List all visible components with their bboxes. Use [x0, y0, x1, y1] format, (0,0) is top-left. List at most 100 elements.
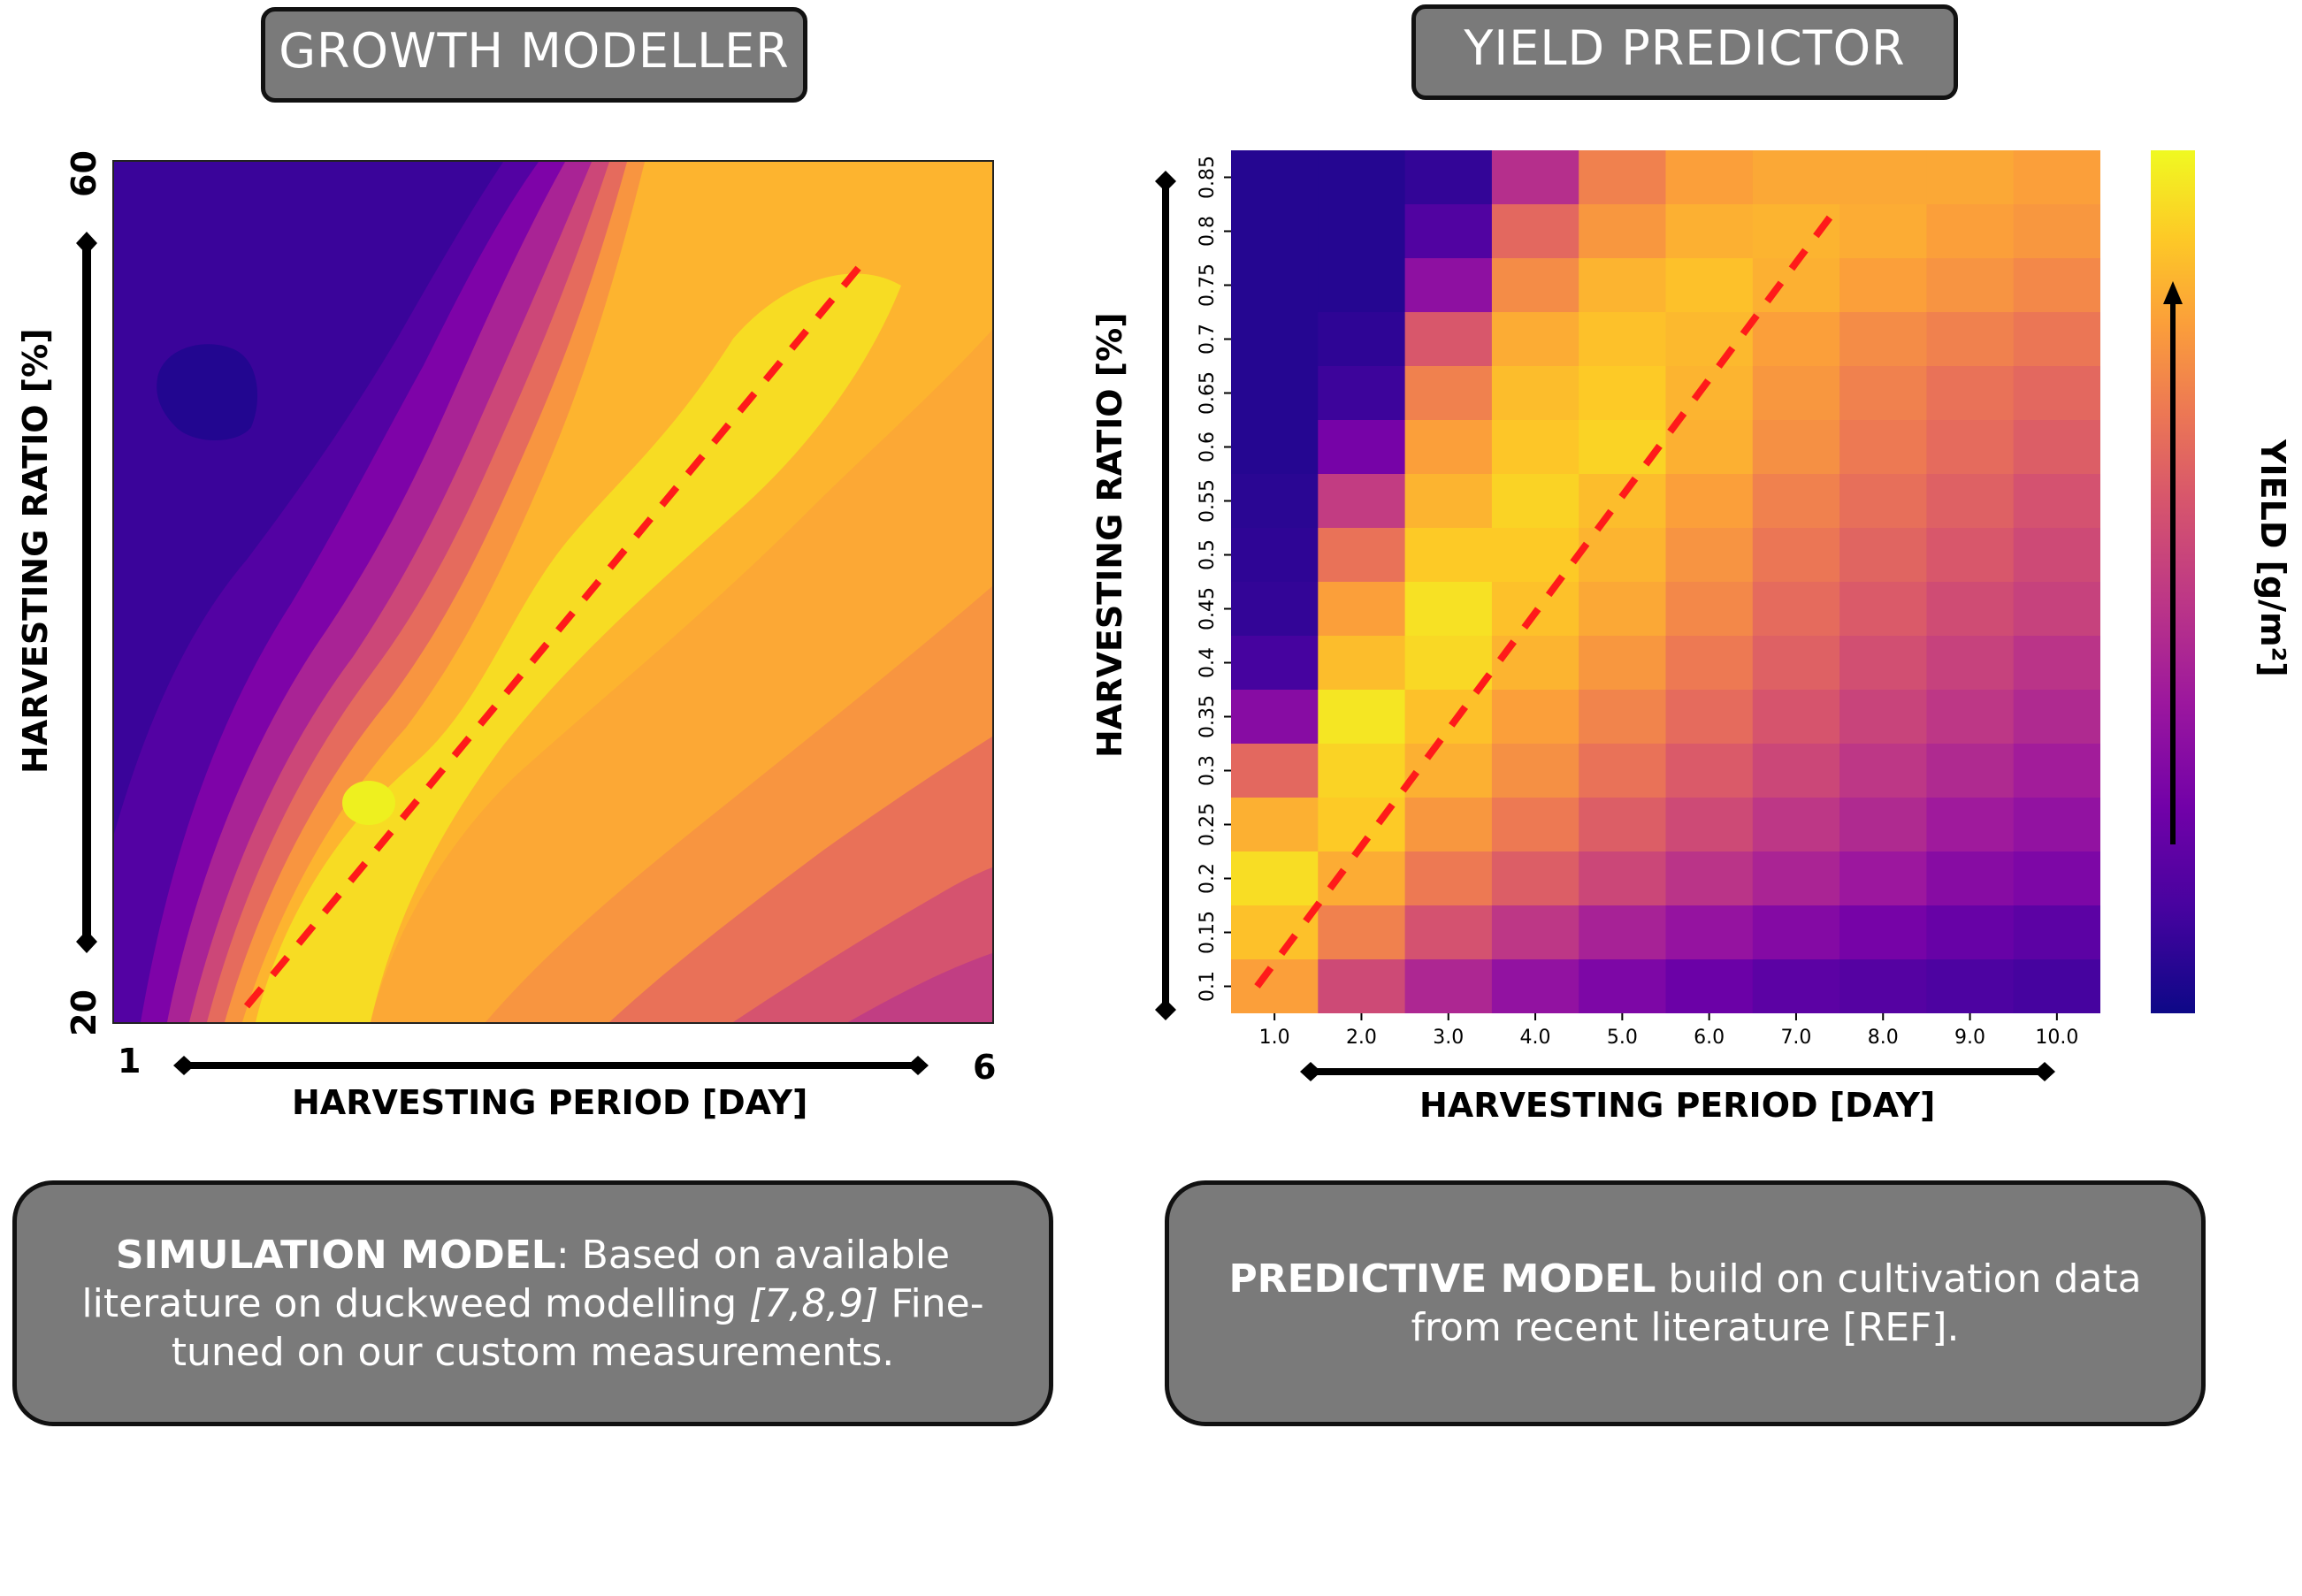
heatmap-cell	[1491, 366, 1579, 421]
heatmap-cell	[1926, 582, 2015, 637]
heatmap-cell	[1839, 690, 1927, 745]
heatmap-cell	[1491, 636, 1579, 691]
heatmap-cell	[1752, 150, 1840, 205]
x-tick-label: 9.0	[1954, 1027, 1985, 1049]
heatmap-cell	[1491, 474, 1579, 529]
heatmap-cell	[1665, 959, 1754, 1013]
heatmap-cell	[1318, 366, 1406, 421]
heatmap-cell	[2013, 420, 2100, 475]
growth-modeller-title-text: GROWTH MODELLER	[279, 23, 790, 79]
heatmap-cell	[1926, 474, 2015, 529]
heatmap-cell	[1665, 851, 1754, 906]
heatmap-cell	[1318, 636, 1406, 691]
heatmap-cell	[1579, 312, 1667, 367]
x-tick-label: 3.0	[1433, 1027, 1464, 1049]
heatmap-cell	[1318, 312, 1406, 367]
heatmap-cell	[1491, 798, 1579, 852]
heatmap-cell	[2013, 150, 2100, 205]
yield-heatmap	[1231, 150, 2100, 1013]
y-tick-label: 0.55	[1197, 479, 1219, 523]
heatmap-cell	[1404, 798, 1493, 852]
growth-contour-plot	[114, 162, 992, 1022]
heatmap-cell	[1231, 312, 1319, 367]
heatmap-cell	[1318, 150, 1406, 205]
y-tick-label: 0.7	[1197, 324, 1219, 355]
heatmap-cell	[1231, 366, 1319, 421]
heatmap-cell	[1404, 528, 1493, 583]
heatmap-cell	[1839, 474, 1927, 529]
heatmap-cell	[1752, 744, 1840, 798]
heatmap-cell	[1926, 150, 2015, 205]
simulation-model-text: SIMULATION MODEL: Based on available lit…	[52, 1231, 1013, 1377]
heatmap-cell	[1404, 366, 1493, 421]
y-tick-label: 0.15	[1197, 911, 1219, 954]
heatmap-cell	[1839, 582, 1927, 637]
heatmap-cell	[1665, 798, 1754, 852]
simulation-model-desc-2: Fine-tuned on our custom measurements.	[171, 1280, 984, 1375]
heatmap-cell	[1839, 905, 1927, 960]
heatmap-cell	[1404, 420, 1493, 475]
yield-y-ticks: 0.85 0.8 0.75 0.7 0.65 0.6 0.55 0.5 0.45 0.4 0.35 0…	[1197, 156, 1231, 1002]
heatmap-cell	[1231, 258, 1319, 313]
heatmap-cell	[1579, 582, 1667, 637]
heatmap-cell	[1579, 905, 1667, 960]
heatmap-cell	[1839, 366, 1927, 421]
heatmap-cell	[1926, 851, 2015, 906]
heatmap-cell	[1318, 528, 1406, 583]
heatmap-cell	[1231, 959, 1319, 1013]
y-tick-label: 0.45	[1197, 587, 1219, 630]
heatmap-cell	[1752, 204, 1840, 259]
heatmap-cell	[1665, 150, 1754, 205]
heatmap-cell	[1839, 636, 1927, 691]
heatmap-cell	[1665, 582, 1754, 637]
y-tick-label: 0.8	[1197, 216, 1219, 247]
heatmap-cell	[2013, 798, 2100, 852]
predictive-model-text: PREDICTIVE MODEL build on cultivation da…	[1205, 1255, 2166, 1352]
heatmap-cell	[1491, 690, 1579, 745]
y-tick-label: 0.35	[1197, 695, 1219, 738]
heatmap-cell	[1231, 150, 1319, 205]
heatmap-cell	[1839, 258, 1927, 313]
left-y-arrow-bottom	[76, 930, 97, 953]
heatmap-cell	[1404, 851, 1493, 906]
heatmap-cell	[1318, 258, 1406, 313]
heatmap-cell	[1752, 366, 1840, 421]
yield-predictor-title-text: YIELD PREDICTOR	[1464, 20, 1906, 76]
x-tick-label: 2.0	[1346, 1027, 1377, 1049]
heatmap-cell	[1839, 312, 1927, 367]
heatmap-cell	[1665, 312, 1754, 367]
growth-modeller-title: GROWTH MODELLER	[261, 7, 807, 103]
heatmap-cell	[1752, 959, 1840, 1013]
heatmap-cell	[1665, 258, 1754, 313]
heatmap-cell	[1231, 582, 1319, 637]
y-tick-label: 0.85	[1197, 156, 1219, 199]
heatmap-cell	[1579, 258, 1667, 313]
heatmap-cell	[1231, 905, 1319, 960]
y-tick-label: 0.3	[1197, 755, 1219, 786]
predictive-model-desc: build on cultivation data from recent li…	[1411, 1256, 2142, 1350]
colorbar-title: YIELD [g/m²]	[2253, 439, 2292, 677]
heatmap-cell	[1752, 474, 1840, 529]
contour-minimum-spot	[157, 344, 258, 440]
heatmap-cell	[1404, 905, 1493, 960]
heatmap-cell	[1404, 582, 1493, 637]
heatmap-cell	[1231, 798, 1319, 852]
heatmap-cell	[1926, 690, 2015, 745]
heatmap-cell	[1752, 690, 1840, 745]
heatmap-cell	[1665, 528, 1754, 583]
growth-modeller-chart	[112, 160, 994, 1024]
x-tick-label: 10.0	[2035, 1027, 2078, 1049]
right-y-arrow-top	[1155, 171, 1176, 192]
left-x-min-label: 1	[118, 1042, 141, 1081]
yield-predictor-title: YIELD PREDICTOR	[1411, 4, 1958, 100]
heatmap-cell	[1318, 851, 1406, 906]
heatmap-cell	[1404, 204, 1493, 259]
heatmap-cell	[1318, 905, 1406, 960]
heatmap-cell	[1231, 474, 1319, 529]
y-tick-label: 0.1	[1197, 971, 1219, 1002]
simulation-model-bold: SIMULATION MODEL	[115, 1232, 556, 1278]
y-tick-label: 0.65	[1197, 371, 1219, 415]
heatmap-cell	[1318, 690, 1406, 745]
heatmap-cell	[1579, 636, 1667, 691]
